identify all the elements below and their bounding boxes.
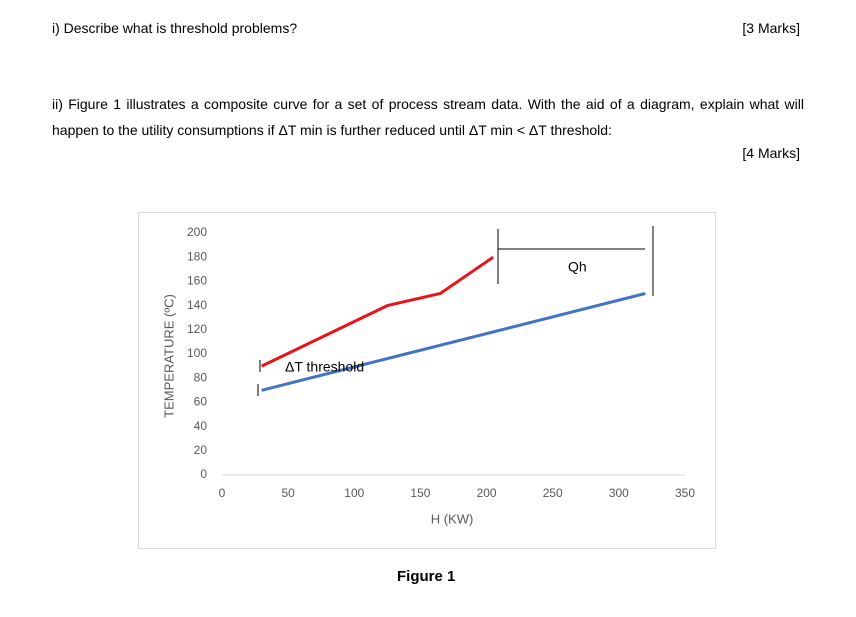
chart-frame [138,212,716,549]
marks: [3 Marks] [742,20,800,36]
x-tick-label: 300 [609,486,629,500]
y-axis-title: TEMPERATURE (ºC) [161,294,176,418]
y-tick-label: 140 [187,298,207,312]
annotation: ΔT threshold [285,359,364,375]
chart: TEMPERATURE (ºC) H (KW) 0 20 40 60 80 100 120 1… [138,212,716,549]
y-tick-label: 20 [194,443,208,457]
x-tick-label: 350 [675,486,695,500]
x-tick-label: 250 [543,486,563,500]
y-tick-label: 120 [187,322,207,336]
line-series [261,292,646,392]
annotation: Qh [568,259,587,275]
annotation-lines [257,226,654,396]
y-tick-label: 80 [194,370,208,384]
x-tick-label: 150 [410,486,430,500]
line-series [261,255,495,368]
x-tick-label: 0 [219,486,226,500]
figure-caption: Figure 1 [397,568,456,585]
y-tick-label: 100 [187,346,207,360]
y-tick-label: 180 [187,249,207,263]
question-text: i) Describe what is threshold problems? [52,20,298,36]
y-tick-label: 60 [194,395,208,409]
x-tick-label: 100 [344,486,364,500]
y-tick-label: 40 [194,419,208,433]
y-tick-label: 0 [200,467,207,481]
x-tick-label: 200 [477,486,497,500]
y-tick-label: 160 [187,274,207,288]
question-text: ii) Figure 1 illustrates a composite cur… [52,96,804,138]
marks: [4 Marks] [742,145,800,161]
x-axis-title: H (KW) [431,511,474,526]
x-tick-label: 50 [281,486,295,500]
y-tick-label: 200 [187,225,207,239]
